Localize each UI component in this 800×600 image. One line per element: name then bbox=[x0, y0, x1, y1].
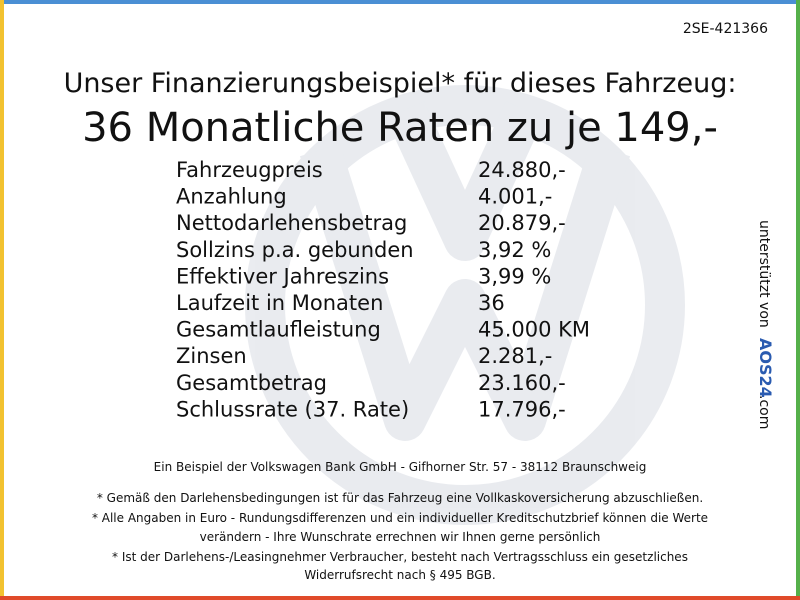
bank-line: Ein Beispiel der Volkswagen Bank GmbH - … bbox=[154, 460, 647, 474]
row-value: 2.281,- bbox=[478, 344, 552, 368]
title: Unser Finanzierungsbeispiel* für dieses … bbox=[64, 68, 737, 99]
side-credit: unterstützt von AOS24 .com bbox=[756, 220, 775, 429]
headline: 36 Monatliche Raten zu je 149,- bbox=[82, 105, 718, 151]
row-value: 3,92 % bbox=[478, 238, 551, 262]
frame-right bbox=[796, 0, 800, 600]
row-label: Schlussrate (37. Rate) bbox=[176, 397, 409, 421]
row-value: 17.796,- bbox=[478, 397, 566, 421]
footnotes: * Gemäß den Darlehensbedingungen ist für… bbox=[92, 491, 708, 582]
row-value: 24.880,- bbox=[478, 158, 566, 182]
row-label: Laufzeit in Monaten bbox=[176, 291, 383, 315]
row-value: 20.879,- bbox=[478, 211, 566, 235]
footnote-line: * Gemäß den Darlehensbedingungen ist für… bbox=[97, 491, 703, 505]
footnote-line: * Ist der Darlehens-/Leasingnehmer Verbr… bbox=[112, 550, 688, 564]
logo-watermark bbox=[245, 85, 685, 525]
row-label: Gesamtbetrag bbox=[176, 371, 327, 395]
frame-top bbox=[0, 0, 800, 4]
row-label: Zinsen bbox=[176, 344, 247, 368]
frame-bottom bbox=[0, 596, 800, 600]
row-value: 3,99 % bbox=[478, 264, 551, 288]
row-label: Fahrzeugpreis bbox=[176, 158, 323, 182]
row-value: 36 bbox=[478, 291, 505, 315]
side-logo: AOS24 bbox=[756, 338, 775, 398]
footnote-line: verändern - Ihre Wunschrate errechnen wi… bbox=[200, 530, 601, 544]
vehicle-id: 2SE-421366 bbox=[683, 21, 768, 37]
row-value: 23.160,- bbox=[478, 371, 566, 395]
row-value: 45.000 KM bbox=[478, 318, 590, 342]
row-value: 4.001,- bbox=[478, 185, 552, 209]
footnote-line: * Alle Angaben in Euro - Rundungsdiffere… bbox=[92, 511, 708, 525]
footnote-line: Widerrufsrecht nach § 495 BGB. bbox=[304, 568, 495, 582]
row-label: Anzahlung bbox=[176, 185, 287, 209]
row-label: Nettodarlehensbetrag bbox=[176, 211, 407, 235]
finance-table: Fahrzeugpreis 24.880,- Anzahlung 4.001,- Net… bbox=[176, 158, 590, 421]
row-label: Gesamtlaufleistung bbox=[176, 318, 381, 342]
row-label: Effektiver Jahreszins bbox=[176, 264, 389, 288]
side-text: unterstützt von bbox=[756, 220, 772, 328]
row-label: Sollzins p.a. gebunden bbox=[176, 238, 414, 262]
side-domain: .com bbox=[756, 395, 772, 429]
frame-left bbox=[0, 0, 4, 600]
